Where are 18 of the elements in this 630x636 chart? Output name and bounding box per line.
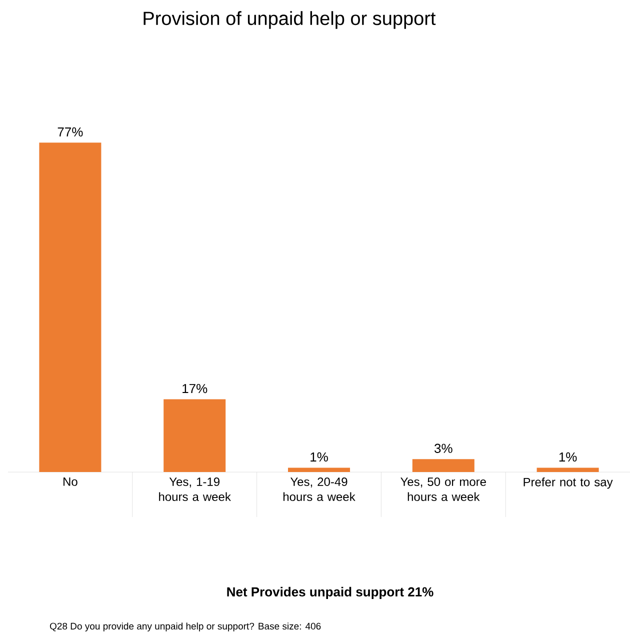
x-tick-label: Prefer not to say [524,478,613,489]
chart-title: Provision of unpaid help or support [144,11,436,29]
x-tick-label: No [64,478,78,486]
x-tick-label: Yes, 20-49 hours a week [283,478,356,502]
x-tick-label: Yes, 50 or more hours a week [400,478,486,502]
x-tick-label: Yes, 1-19 hours a week [159,478,231,502]
bar [412,459,474,472]
bar [164,399,226,472]
text: Q28 Do you provide any unpaid help or support? Base size: 406 [50,622,321,632]
bar [536,468,599,472]
data-label: 3% [434,444,452,453]
text: Net Provides unpaid support 21% [227,586,434,600]
bar [39,142,102,472]
data-label: 1% [310,452,328,462]
data-label: 17% [182,384,208,394]
data-label: 1% [559,452,577,462]
data-label: 77% [58,127,83,136]
bar [288,468,350,472]
